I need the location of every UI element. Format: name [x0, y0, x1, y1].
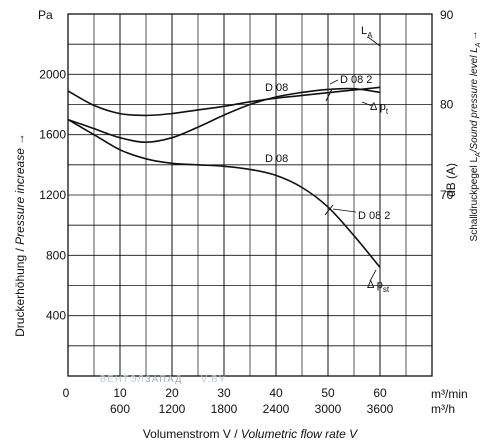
y-tick-label: 1200	[39, 188, 66, 202]
annotation-text: D 08	[265, 153, 288, 165]
grid	[67, 13, 433, 377]
curves	[67, 36, 381, 282]
leader-pt	[361, 101, 373, 107]
curve-marker-static	[324, 204, 334, 216]
x-tick-label-m3h: 3000	[315, 402, 342, 416]
annotation-text: D 08 2	[358, 210, 390, 222]
watermark-part-1: ВЕНТЭЛ	[100, 374, 145, 384]
annotation-text: D 08 2	[340, 74, 372, 86]
annotation-label: Δ pt	[370, 101, 389, 116]
x-tick-label-m3h: 1200	[159, 402, 186, 416]
y2-axis-title-sub2: A	[475, 42, 482, 48]
y2-tick-label: 70	[440, 188, 454, 202]
y-tick-label: 1600	[39, 128, 66, 142]
y-left-unit: Pa	[38, 8, 53, 22]
watermark: ВЕНТЭЛЗАПАД V.BY	[100, 374, 227, 384]
leader-d082-static	[332, 208, 357, 213]
curve-total-pressure	[67, 87, 381, 144]
x-top-unit: m³/min	[431, 387, 468, 401]
annotation-label: D 08	[265, 82, 288, 94]
x-bottom-unit: m³/h	[431, 402, 455, 416]
annotation-text: D 08	[265, 82, 288, 94]
x-axis-title-text: Volumenstrom V /	[143, 427, 241, 441]
annotation-label: D 08 2	[358, 210, 390, 222]
plot-frame	[67, 13, 433, 377]
x-tick-label: 10	[113, 386, 127, 400]
annotation-subscript: t	[386, 107, 389, 116]
annotation-subscript: A	[367, 31, 373, 40]
y-axis-title-text: Druckerhöhung /	[13, 245, 27, 337]
annotation-label: Δ pst	[367, 279, 390, 294]
x-axis-title-italic: Volumetric flow rate V	[241, 427, 358, 441]
x-tick-label: 50	[321, 386, 335, 400]
y-axis-title-italic: Pressure increase	[13, 148, 27, 245]
annotations: LAD 08D 08 2Δ ptD 08D 08 2Δ pst	[265, 25, 390, 294]
annotation-text: Δ p	[370, 101, 386, 113]
curve-sound-level	[67, 86, 381, 117]
x-tick-label: 0	[63, 386, 70, 400]
x-axis-title: Volumenstrom V / Volumetric flow rate V	[143, 427, 358, 441]
y-tick-label: 2000	[39, 67, 66, 81]
curve-static-pressure	[67, 118, 381, 268]
y2-axis-title-arrow: →	[469, 31, 480, 41]
axis-ticks: 0 10 20 30 40 50 60 600 1200 1800 2400 3000 3600 400 8…	[39, 67, 453, 416]
x-tick-label: 20	[165, 386, 179, 400]
y2-axis-title-italic: /Sound pressure level L	[469, 47, 480, 153]
y-axis-title-arrow: →	[13, 133, 27, 145]
y2-axis-title: Schalldruckpegel LA/Sound pressure level…	[469, 31, 482, 242]
annotation-label: LA	[361, 25, 373, 40]
leader-pst	[369, 269, 377, 282]
watermark-part-3: V.BY	[201, 374, 227, 384]
x-tick-label-m3h: 3600	[367, 402, 394, 416]
curve-marker-total	[325, 88, 333, 102]
y2-axis-title-sub: A	[475, 152, 482, 157]
leader-sound-level	[367, 36, 381, 47]
annotation-label: D 08	[265, 153, 288, 165]
y-tick-label: 400	[46, 309, 66, 323]
y-right-top-label: 90	[440, 8, 454, 22]
annotation-text: Δ p	[367, 279, 383, 291]
x-tick-label: 60	[373, 386, 387, 400]
x-tick-label-m3h: 2400	[263, 402, 290, 416]
y-axis-title: Druckerhöhung / Pressure increase →	[13, 133, 27, 337]
x-tick-label: 30	[217, 386, 231, 400]
y2-axis-title-text: Schalldruckpegel L	[469, 157, 480, 242]
annotation-label: D 08 2	[340, 74, 372, 86]
annotation-subscript: st	[383, 285, 390, 294]
annotation-text: L	[361, 25, 367, 37]
leader-d082-total	[329, 79, 339, 85]
x-tick-label-m3h: 1800	[211, 402, 238, 416]
x-tick-label-m3h: 600	[110, 402, 130, 416]
y-tick-label: 800	[46, 248, 66, 262]
y2-tick-label: 80	[440, 98, 454, 112]
watermark-part-2: ЗАПАД	[145, 374, 183, 384]
x-tick-label: 40	[269, 386, 283, 400]
y-right-unit: dB (A)	[444, 163, 458, 197]
